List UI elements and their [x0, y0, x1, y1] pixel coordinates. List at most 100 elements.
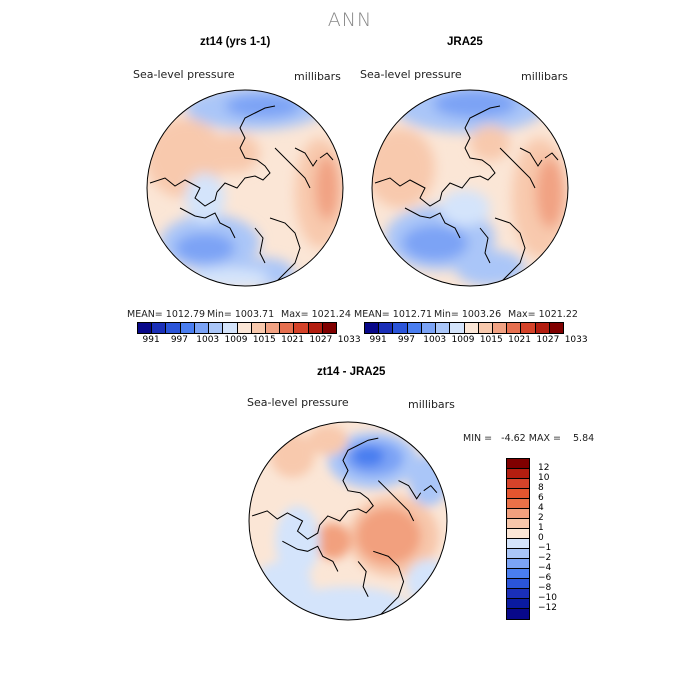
- colorbar-swatch: [436, 323, 451, 333]
- colorbar-swatch: [322, 323, 337, 333]
- colorbar-tick-label: 1: [538, 523, 544, 533]
- colorbar-swatch: [180, 323, 195, 333]
- colorbar-swatch: [280, 323, 295, 333]
- colorbar-swatch: [507, 579, 529, 589]
- panel1-min: Min= 1003.71: [207, 309, 275, 320]
- colorbar-tick-label: −1: [538, 543, 552, 553]
- panel2-variable-label: Sea-level pressure: [360, 68, 462, 81]
- colorbar-tick-label: 1003: [423, 335, 447, 345]
- colorbar-tick-label: 6: [538, 493, 544, 503]
- panel1-variable-label: Sea-level pressure: [133, 68, 235, 81]
- colorbar-swatch: [549, 323, 564, 333]
- colorbar-swatch: [407, 323, 422, 333]
- colorbar-tick-label: −6: [538, 573, 552, 583]
- colorbar-tick-label: 1021: [508, 335, 532, 345]
- panel2-colorbar-ticks: 991 997 1003 1009 1015 1021 1027 1033: [364, 335, 588, 347]
- colorbar-swatch: [507, 519, 529, 529]
- colorbar-tick-label: −8: [538, 583, 552, 593]
- colorbar-swatch: [265, 323, 281, 333]
- colorbar-swatch: [507, 323, 522, 333]
- panel3-title: zt14 - JRA25: [317, 366, 386, 378]
- colorbar-tick-label: 991: [369, 335, 387, 345]
- colorbar-swatch: [152, 323, 167, 333]
- colorbar-swatch: [507, 479, 529, 489]
- colorbar-swatch: [507, 509, 529, 519]
- colorbar-tick-label: 1021: [281, 335, 305, 345]
- colorbar-swatch: [237, 323, 252, 333]
- panel2-polar-map: [371, 89, 569, 287]
- colorbar-tick-label: 0: [538, 533, 544, 543]
- panel1-title: zt14 (yrs 1-1): [200, 36, 271, 48]
- colorbar-swatch: [138, 323, 153, 333]
- colorbar-swatch: [507, 589, 529, 599]
- panel1-mean: MEAN= 1012.79: [127, 309, 206, 320]
- colorbar-tick-label: 1003: [196, 335, 220, 345]
- colorbar-tick-label: 997: [170, 335, 189, 345]
- colorbar-swatch: [507, 469, 529, 479]
- panel2-units-label: millibars: [521, 70, 568, 83]
- panel2-min: Min= 1003.26: [434, 309, 502, 320]
- colorbar-tick-label: 1015: [252, 335, 276, 345]
- colorbar-swatch: [166, 323, 181, 333]
- colorbar-swatch: [464, 323, 479, 333]
- colorbar-tick-label: −12: [538, 603, 557, 613]
- colorbar-swatch: [209, 323, 224, 333]
- panel3-colorbar: [506, 458, 530, 620]
- panel2-title: JRA25: [447, 36, 483, 48]
- colorbar-swatch: [450, 323, 465, 333]
- colorbar-swatch: [507, 569, 529, 579]
- colorbar-tick-label: 997: [397, 335, 416, 345]
- colorbar-tick-label: 10: [538, 473, 550, 483]
- colorbar-swatch: [251, 323, 266, 333]
- colorbar-tick-label: 1009: [451, 335, 475, 345]
- colorbar-tick-label: 12: [538, 463, 550, 473]
- colorbar-swatch: [535, 323, 550, 333]
- colorbar-tick-label: 1027: [309, 335, 333, 345]
- colorbar-tick-label: −4: [538, 563, 552, 573]
- colorbar-swatch: [393, 323, 408, 333]
- colorbar-swatch: [294, 323, 309, 333]
- colorbar-swatch: [223, 323, 238, 333]
- panel1-max: Max= 1021.24: [281, 309, 351, 320]
- colorbar-tick-label: 4: [538, 503, 544, 513]
- colorbar-swatch: [308, 323, 323, 333]
- colorbar-tick-label: −10: [538, 593, 557, 603]
- colorbar-swatch: [507, 529, 529, 539]
- colorbar-swatch: [507, 559, 529, 569]
- panel3-colorbar-ticks: 12 10 8 6 4 2 1 0 −1 −2 −4 −6 −8 −10 −12: [538, 458, 578, 622]
- panel1-units-label: millibars: [294, 70, 341, 83]
- panel2-max: Max= 1021.22: [508, 309, 578, 320]
- colorbar-tick-label: −2: [538, 553, 552, 563]
- colorbar-tick-label: 1009: [224, 335, 248, 345]
- colorbar-swatch: [507, 499, 529, 509]
- colorbar-swatch: [421, 323, 437, 333]
- colorbar-tick-label: 991: [142, 335, 160, 345]
- colorbar-tick-label: 1015: [479, 335, 503, 345]
- colorbar-swatch: [507, 539, 529, 549]
- panel3-minmax: MIN = -4.62 MAX = 5.84: [463, 433, 595, 444]
- main-title: ANN: [327, 9, 373, 31]
- colorbar-swatch: [507, 609, 529, 619]
- colorbar-swatch: [507, 599, 529, 609]
- colorbar-swatch: [492, 323, 508, 333]
- colorbar-swatch: [194, 323, 210, 333]
- colorbar-swatch: [379, 323, 394, 333]
- colorbar-swatch: [507, 549, 529, 559]
- colorbar-swatch: [521, 323, 536, 333]
- colorbar-swatch: [365, 323, 380, 333]
- panel1-colorbar-ticks: 991 997 1003 1009 1015 1021 1027 1033: [137, 335, 361, 347]
- panel2-colorbar: [364, 322, 564, 334]
- panel2-mean: MEAN= 1012.71: [354, 309, 433, 320]
- panel3-units-label: millibars: [408, 398, 455, 411]
- panel3-polar-map: [248, 421, 448, 621]
- colorbar-swatch: [507, 459, 529, 469]
- colorbar-tick-label: 1033: [564, 335, 588, 345]
- colorbar-swatch: [507, 489, 529, 499]
- colorbar-tick-label: 1027: [536, 335, 560, 345]
- colorbar-tick-label: 8: [538, 483, 544, 493]
- colorbar-tick-label: 2: [538, 513, 544, 523]
- panel1-colorbar: [137, 322, 337, 334]
- panel3-variable-label: Sea-level pressure: [247, 396, 349, 409]
- colorbar-tick-label: 1033: [337, 335, 361, 345]
- panel1-polar-map: [146, 89, 344, 287]
